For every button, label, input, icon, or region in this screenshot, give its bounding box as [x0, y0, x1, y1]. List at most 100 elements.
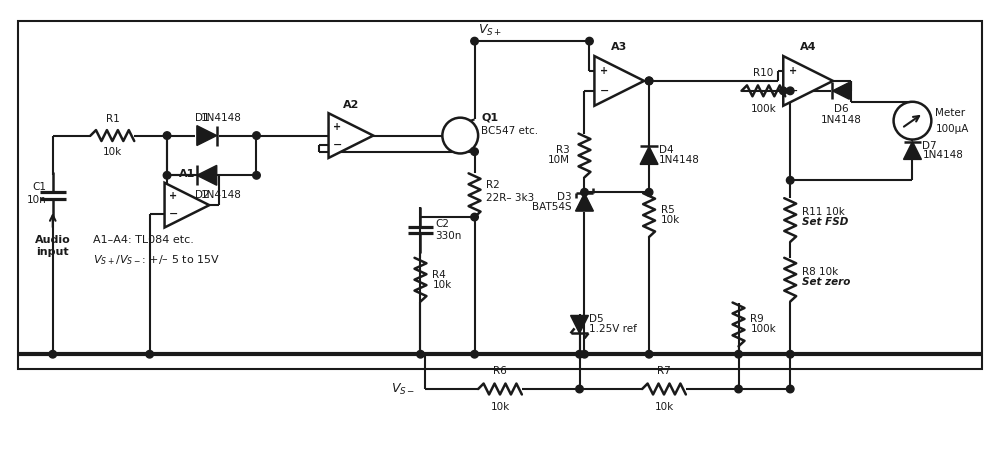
- Text: R2: R2: [486, 180, 500, 190]
- Circle shape: [779, 87, 787, 95]
- Text: −: −: [333, 140, 342, 150]
- Polygon shape: [470, 148, 475, 152]
- Text: 10k: 10k: [654, 402, 674, 412]
- Text: BAT54S: BAT54S: [532, 202, 572, 212]
- Text: D2: D2: [195, 190, 209, 200]
- Text: A3: A3: [611, 42, 627, 52]
- Text: 10k: 10k: [490, 402, 510, 412]
- Text: 1N4148: 1N4148: [820, 115, 861, 125]
- Polygon shape: [904, 142, 921, 159]
- Text: +: +: [333, 121, 342, 131]
- Text: 1N4148: 1N4148: [922, 151, 963, 161]
- Text: A1–A4: TL084 etc.: A1–A4: TL084 etc.: [93, 235, 193, 245]
- Polygon shape: [165, 183, 209, 228]
- Text: D7: D7: [922, 141, 937, 151]
- Text: 1N4148: 1N4148: [201, 113, 242, 123]
- Text: 1N4148: 1N4148: [201, 190, 242, 200]
- Circle shape: [786, 87, 794, 95]
- Text: R9: R9: [750, 314, 764, 324]
- Text: D6: D6: [834, 104, 848, 114]
- Text: +: +: [600, 66, 608, 76]
- Text: Set FSD: Set FSD: [802, 217, 849, 227]
- Polygon shape: [594, 56, 644, 106]
- Polygon shape: [197, 126, 217, 146]
- Text: +: +: [169, 191, 178, 201]
- Text: Q1: Q1: [481, 113, 498, 123]
- Circle shape: [253, 172, 260, 179]
- Text: 10n: 10n: [27, 195, 47, 205]
- Text: A1: A1: [179, 169, 195, 179]
- Text: Audio
input: Audio input: [35, 235, 71, 257]
- Text: A2: A2: [343, 100, 359, 110]
- Text: D4: D4: [659, 146, 674, 156]
- Polygon shape: [571, 315, 588, 334]
- Bar: [18, 21, 982, 369]
- Text: $V_{S+}$: $V_{S+}$: [478, 23, 502, 38]
- Polygon shape: [832, 82, 849, 99]
- Circle shape: [576, 385, 583, 393]
- Text: $V_{S+}/V_{S-}$: +/– 5 to 15V: $V_{S+}/V_{S-}$: +/– 5 to 15V: [93, 253, 220, 267]
- Text: R4: R4: [432, 270, 446, 280]
- Text: A4: A4: [800, 42, 816, 52]
- Text: C1: C1: [33, 182, 47, 192]
- Text: 1.25V ref: 1.25V ref: [589, 324, 637, 334]
- Circle shape: [894, 102, 931, 140]
- Text: R5: R5: [661, 205, 675, 215]
- Text: −: −: [789, 86, 798, 96]
- Circle shape: [471, 350, 478, 358]
- Text: D3: D3: [557, 192, 572, 202]
- Polygon shape: [329, 113, 373, 158]
- Polygon shape: [576, 193, 593, 211]
- Text: R1: R1: [106, 114, 119, 124]
- Text: −: −: [169, 209, 178, 219]
- Circle shape: [253, 132, 260, 139]
- Circle shape: [146, 350, 153, 358]
- Circle shape: [471, 37, 478, 45]
- Circle shape: [786, 350, 794, 358]
- Text: 100μA: 100μA: [935, 124, 969, 134]
- Circle shape: [735, 350, 742, 358]
- Circle shape: [471, 148, 478, 156]
- Text: C2: C2: [435, 219, 449, 229]
- Text: $V_{S-}$: $V_{S-}$: [391, 381, 416, 397]
- Circle shape: [786, 385, 794, 393]
- Polygon shape: [197, 165, 217, 185]
- Circle shape: [49, 350, 57, 358]
- Text: Set zero: Set zero: [802, 277, 851, 287]
- Text: 10k: 10k: [661, 215, 680, 225]
- Text: −: −: [600, 86, 609, 96]
- Text: 22R– 3k3: 22R– 3k3: [486, 193, 535, 203]
- Text: R3: R3: [556, 146, 570, 156]
- Text: 100k: 100k: [751, 104, 776, 114]
- Text: D5: D5: [589, 314, 604, 324]
- Circle shape: [645, 77, 653, 85]
- Circle shape: [645, 77, 653, 85]
- Circle shape: [581, 188, 588, 196]
- Circle shape: [586, 37, 593, 45]
- Polygon shape: [783, 56, 833, 106]
- Text: R10: R10: [753, 68, 774, 78]
- Circle shape: [645, 188, 653, 196]
- Circle shape: [581, 350, 588, 358]
- Circle shape: [471, 213, 478, 221]
- Text: R8 10k: R8 10k: [802, 267, 838, 277]
- Text: R7: R7: [657, 366, 671, 376]
- Text: R6: R6: [493, 366, 507, 376]
- Text: D1: D1: [195, 113, 209, 123]
- Text: R11 10k: R11 10k: [802, 207, 845, 217]
- Circle shape: [786, 177, 794, 184]
- Text: 10k: 10k: [432, 280, 452, 290]
- Text: 100k: 100k: [750, 324, 776, 334]
- Circle shape: [576, 350, 583, 358]
- Text: Meter: Meter: [935, 108, 965, 118]
- Circle shape: [735, 385, 742, 393]
- Text: 330n: 330n: [435, 231, 462, 241]
- Circle shape: [442, 118, 478, 153]
- Polygon shape: [640, 147, 658, 164]
- Text: +: +: [789, 66, 797, 76]
- Text: 1N4148: 1N4148: [659, 156, 700, 166]
- Text: 10M: 10M: [548, 156, 570, 166]
- Circle shape: [417, 350, 424, 358]
- Text: 10k: 10k: [103, 147, 122, 157]
- Circle shape: [163, 132, 171, 139]
